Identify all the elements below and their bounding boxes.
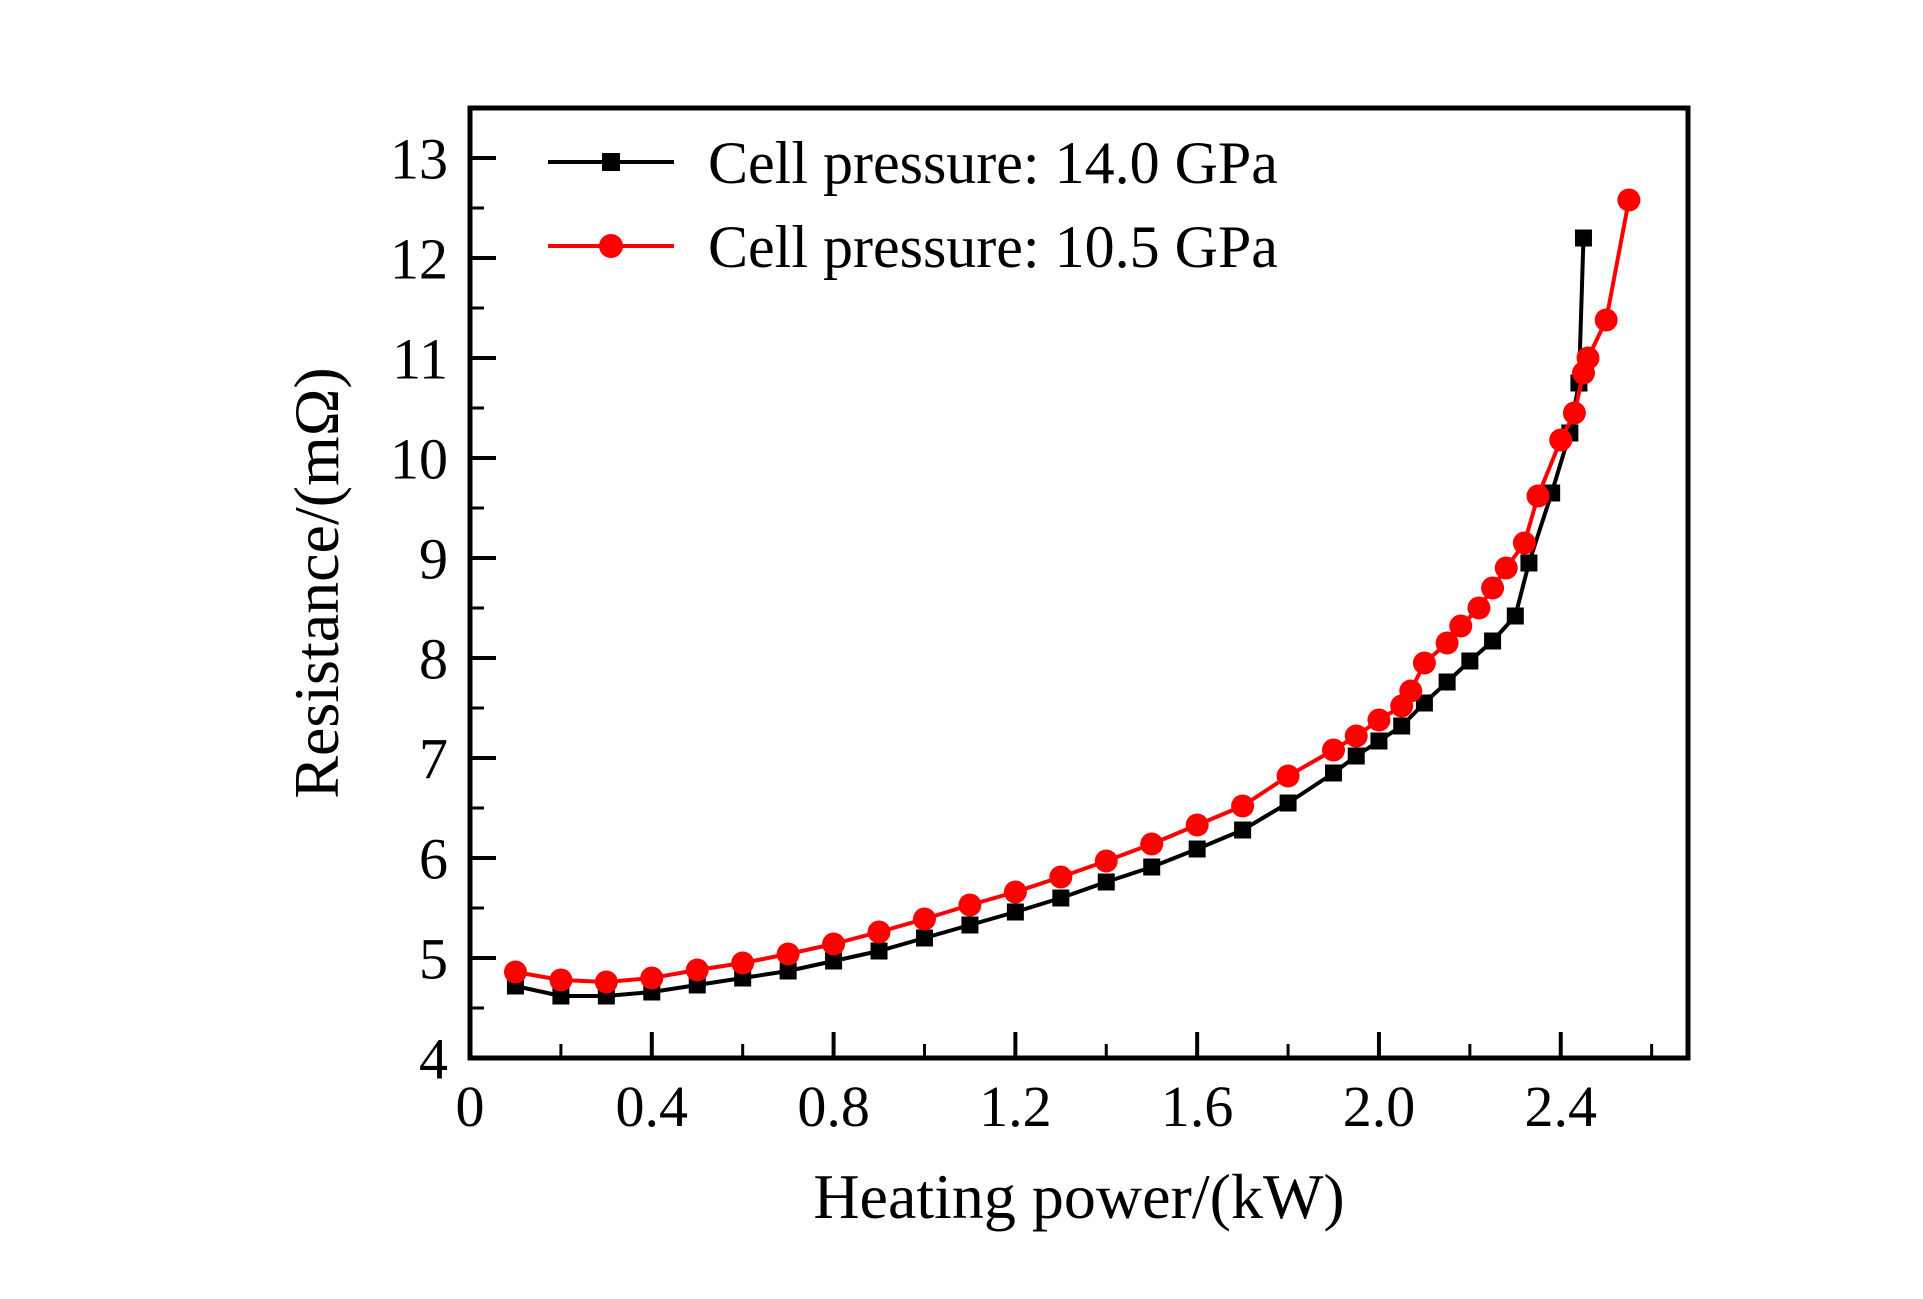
y-tick-label: 6 [419, 826, 448, 891]
data-point-square [1484, 632, 1502, 650]
data-point-circle [1494, 556, 1518, 580]
data-point-square [1006, 903, 1024, 921]
x-tick-label: 0.8 [797, 1074, 870, 1139]
data-point-square [1052, 889, 1070, 907]
data-point-square [688, 976, 706, 994]
data-point-square [1520, 554, 1538, 572]
data-point-circle [685, 958, 709, 982]
data-point-square [1506, 607, 1524, 625]
y-tick-label: 9 [419, 526, 448, 591]
data-point-square [961, 916, 979, 934]
plot-frame [467, 105, 1691, 1061]
legend-label-0: Cell pressure: 14.0 GPa [708, 130, 1278, 196]
data-point-circle [594, 970, 618, 994]
y-tick-label: 7 [419, 726, 448, 791]
legend-marker-square [602, 153, 620, 171]
y-tick-label: 4 [419, 1026, 448, 1091]
series-line-1 [515, 199, 1631, 984]
data-point-square [1415, 694, 1433, 712]
data-point-circle [1344, 724, 1368, 748]
data-point-square [1325, 764, 1343, 782]
y-axis-title: Resistance/(mΩ) [281, 367, 352, 798]
y-tick-label: 11 [392, 326, 448, 391]
data-point-square [1393, 717, 1411, 735]
data-point-square [1234, 821, 1252, 839]
data-point-square [1188, 840, 1206, 858]
data-point-square [1279, 794, 1297, 812]
y-tick-label: 8 [419, 626, 448, 691]
y-tick-label: 13 [390, 126, 448, 191]
data-point-square [870, 942, 888, 960]
data-point-circle [1435, 631, 1459, 655]
data-point-circle [1562, 401, 1586, 425]
data-point-square [552, 987, 570, 1005]
data-point-circle [867, 920, 891, 944]
x-tick-label: 0 [456, 1074, 485, 1139]
data-point-circle [1617, 188, 1641, 212]
data-point-square [1097, 873, 1115, 891]
data-point-circle [1140, 832, 1164, 856]
data-point-circle [1231, 794, 1255, 818]
x-tick-label: 1.6 [1161, 1074, 1234, 1139]
data-point-circle [640, 966, 664, 990]
data-point-square [1143, 858, 1161, 876]
data-point-circle [1549, 428, 1573, 452]
x-tick-label: 0.4 [616, 1074, 689, 1139]
data-point-square [1347, 747, 1365, 765]
data-point-circle [731, 951, 755, 975]
data-point-circle [958, 893, 982, 917]
y-tick-label: 12 [390, 226, 448, 291]
data-point-circle [549, 968, 573, 992]
data-point-circle [1449, 614, 1473, 638]
x-axis-title: Heating power/(kW) [813, 1161, 1344, 1232]
data-point-square [734, 969, 752, 987]
data-point-circle [1399, 679, 1423, 703]
x-tick-label: 2.4 [1524, 1074, 1597, 1139]
data-point-circle [1481, 576, 1505, 600]
data-point-square [1438, 673, 1456, 691]
data-point-circle [1526, 484, 1550, 508]
data-point-circle [1003, 880, 1027, 904]
data-point-circle [503, 960, 527, 984]
data-point-circle [912, 907, 936, 931]
data-point-square [1370, 732, 1388, 750]
data-point-circle [1094, 849, 1118, 873]
x-tick-label: 2.0 [1343, 1074, 1416, 1139]
data-point-square [825, 952, 843, 970]
data-point-circle [1049, 865, 1073, 889]
data-point-circle [1594, 308, 1618, 332]
data-point-circle [1467, 596, 1491, 620]
data-point-square [1574, 229, 1592, 247]
data-point-circle [1367, 708, 1391, 732]
data-point-circle [776, 942, 800, 966]
legend-label-1: Cell pressure: 10.5 GPa [708, 214, 1278, 280]
data-point-circle [1276, 764, 1300, 788]
x-tick-label: 1.2 [979, 1074, 1052, 1139]
data-point-circle [1576, 346, 1600, 370]
data-point-circle [1185, 813, 1209, 837]
y-tick-label: 10 [390, 426, 448, 491]
data-point-square [779, 962, 797, 980]
data-point-circle [1412, 651, 1436, 675]
legend-marker-circle [599, 234, 623, 258]
y-tick-label: 5 [419, 926, 448, 991]
data-point-square [1461, 652, 1479, 670]
data-point-square [915, 929, 933, 947]
data-point-circle [1512, 531, 1536, 555]
data-point-circle [1322, 738, 1346, 762]
data-point-circle [822, 932, 846, 956]
